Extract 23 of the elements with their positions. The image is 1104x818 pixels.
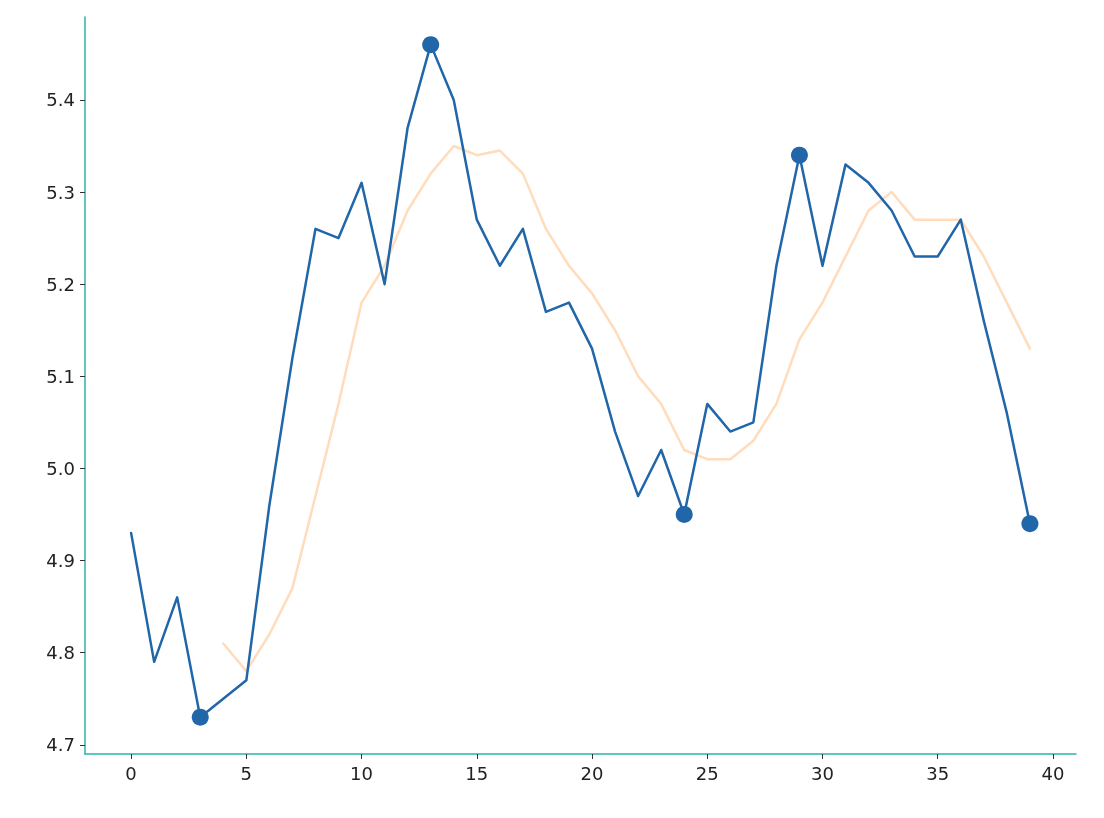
point [790,146,808,164]
x-tick-label: 15 [465,762,489,784]
x-tick-label: 0 [125,762,137,784]
x-tick-label: 30 [811,762,834,784]
y-tick-label: 4.9 [46,550,75,572]
x-tick-label: 20 [580,762,604,784]
y-tick-label: 4.7 [46,734,75,756]
point [1021,515,1039,533]
point [675,505,693,523]
x-tick-label: 40 [1041,762,1065,784]
point [191,708,209,726]
y-tick-label: 5.4 [46,89,75,111]
point [422,36,440,54]
y-tick-label: 5.0 [46,457,75,479]
y-tick-label: 5.1 [46,365,75,387]
line-series [222,144,1032,673]
x-tick-label: 25 [695,762,719,784]
x-tick-label: 10 [350,762,374,784]
y-tick-label: 4.8 [46,642,75,664]
y-tick-label: 5.3 [46,181,75,203]
y-tick-label: 5.2 [46,273,75,295]
x-tick-label: 35 [926,762,950,784]
x-tick-label: 5 [240,762,253,784]
